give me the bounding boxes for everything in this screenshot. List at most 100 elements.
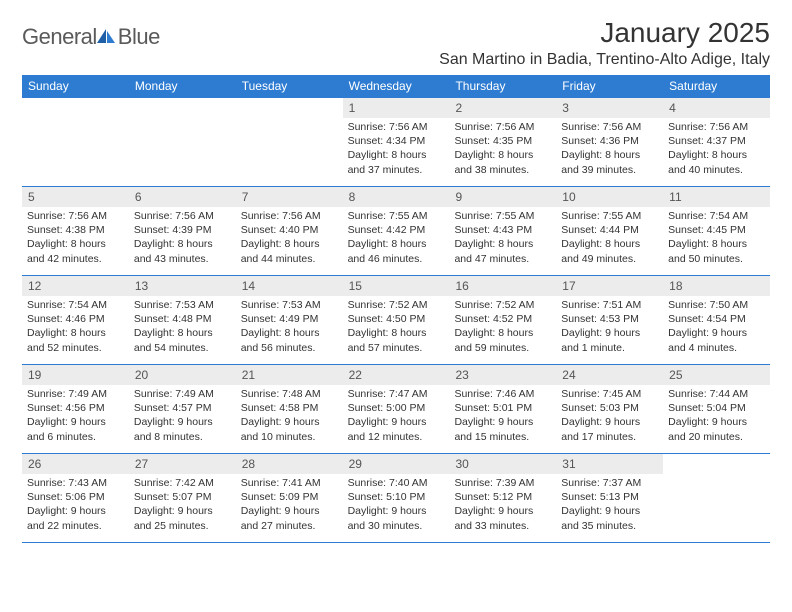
day-number: 14 [236, 276, 343, 296]
week-row: 19Sunrise: 7:49 AMSunset: 4:56 PMDayligh… [22, 365, 770, 454]
day-number: 24 [556, 365, 663, 385]
day-cell: 1Sunrise: 7:56 AMSunset: 4:34 PMDaylight… [343, 98, 450, 186]
sunset-text: Sunset: 4:50 PM [348, 312, 446, 326]
sunrise-text: Sunrise: 7:43 AM [27, 476, 125, 490]
sunset-text: Sunset: 5:13 PM [561, 490, 659, 504]
day-cell: 10Sunrise: 7:55 AMSunset: 4:44 PMDayligh… [556, 187, 663, 275]
daylight-text: Daylight: 8 hours and 44 minutes. [241, 237, 339, 265]
day-body: Sunrise: 7:43 AMSunset: 5:06 PMDaylight:… [22, 474, 129, 535]
sunset-text: Sunset: 5:09 PM [241, 490, 339, 504]
sunrise-text: Sunrise: 7:44 AM [668, 387, 766, 401]
sunrise-text: Sunrise: 7:55 AM [348, 209, 446, 223]
sunset-text: Sunset: 4:46 PM [27, 312, 125, 326]
day-cell: 30Sunrise: 7:39 AMSunset: 5:12 PMDayligh… [449, 454, 556, 542]
sunset-text: Sunset: 4:49 PM [241, 312, 339, 326]
day-body: Sunrise: 7:56 AMSunset: 4:35 PMDaylight:… [449, 118, 556, 179]
day-number: 5 [22, 187, 129, 207]
day-body: Sunrise: 7:56 AMSunset: 4:37 PMDaylight:… [663, 118, 770, 179]
sunset-text: Sunset: 4:34 PM [348, 134, 446, 148]
day-number: 11 [663, 187, 770, 207]
daylight-text: Daylight: 8 hours and 47 minutes. [454, 237, 552, 265]
day-body: Sunrise: 7:41 AMSunset: 5:09 PMDaylight:… [236, 474, 343, 535]
day-cell: 3Sunrise: 7:56 AMSunset: 4:36 PMDaylight… [556, 98, 663, 186]
day-number: 19 [22, 365, 129, 385]
day-number: 18 [663, 276, 770, 296]
day-cell: 4Sunrise: 7:56 AMSunset: 4:37 PMDaylight… [663, 98, 770, 186]
day-number [236, 98, 343, 102]
sunrise-text: Sunrise: 7:56 AM [454, 120, 552, 134]
day-number: 22 [343, 365, 450, 385]
day-cell: 16Sunrise: 7:52 AMSunset: 4:52 PMDayligh… [449, 276, 556, 364]
daylight-text: Daylight: 9 hours and 33 minutes. [454, 504, 552, 532]
sunrise-text: Sunrise: 7:47 AM [348, 387, 446, 401]
day-cell: 26Sunrise: 7:43 AMSunset: 5:06 PMDayligh… [22, 454, 129, 542]
daylight-text: Daylight: 8 hours and 54 minutes. [134, 326, 232, 354]
sunrise-text: Sunrise: 7:51 AM [561, 298, 659, 312]
daylight-text: Daylight: 8 hours and 42 minutes. [27, 237, 125, 265]
sail-icon [97, 29, 115, 45]
week-row: 12Sunrise: 7:54 AMSunset: 4:46 PMDayligh… [22, 276, 770, 365]
day-number [663, 454, 770, 458]
day-cell: 9Sunrise: 7:55 AMSunset: 4:43 PMDaylight… [449, 187, 556, 275]
day-body: Sunrise: 7:49 AMSunset: 4:57 PMDaylight:… [129, 385, 236, 446]
daylight-text: Daylight: 9 hours and 12 minutes. [348, 415, 446, 443]
day-body: Sunrise: 7:47 AMSunset: 5:00 PMDaylight:… [343, 385, 450, 446]
day-cell: 29Sunrise: 7:40 AMSunset: 5:10 PMDayligh… [343, 454, 450, 542]
sunrise-text: Sunrise: 7:55 AM [454, 209, 552, 223]
day-cell: 19Sunrise: 7:49 AMSunset: 4:56 PMDayligh… [22, 365, 129, 453]
sunrise-text: Sunrise: 7:48 AM [241, 387, 339, 401]
sunset-text: Sunset: 5:12 PM [454, 490, 552, 504]
day-body: Sunrise: 7:48 AMSunset: 4:58 PMDaylight:… [236, 385, 343, 446]
day-cell: 27Sunrise: 7:42 AMSunset: 5:07 PMDayligh… [129, 454, 236, 542]
sunset-text: Sunset: 5:04 PM [668, 401, 766, 415]
daylight-text: Daylight: 9 hours and 6 minutes. [27, 415, 125, 443]
day-number: 27 [129, 454, 236, 474]
day-number [22, 98, 129, 102]
day-number: 4 [663, 98, 770, 118]
day-cell [236, 98, 343, 186]
day-body: Sunrise: 7:50 AMSunset: 4:54 PMDaylight:… [663, 296, 770, 357]
sunset-text: Sunset: 5:00 PM [348, 401, 446, 415]
day-body: Sunrise: 7:53 AMSunset: 4:49 PMDaylight:… [236, 296, 343, 357]
day-body: Sunrise: 7:51 AMSunset: 4:53 PMDaylight:… [556, 296, 663, 357]
sunrise-text: Sunrise: 7:41 AM [241, 476, 339, 490]
day-number: 9 [449, 187, 556, 207]
day-cell: 15Sunrise: 7:52 AMSunset: 4:50 PMDayligh… [343, 276, 450, 364]
day-number: 3 [556, 98, 663, 118]
sunset-text: Sunset: 4:36 PM [561, 134, 659, 148]
day-cell [22, 98, 129, 186]
day-cell: 31Sunrise: 7:37 AMSunset: 5:13 PMDayligh… [556, 454, 663, 542]
day-number: 10 [556, 187, 663, 207]
sunset-text: Sunset: 5:10 PM [348, 490, 446, 504]
sunset-text: Sunset: 4:37 PM [668, 134, 766, 148]
week-row: 1 Sunrise: 7:56 AM Sunset: 4:34 PM Daylight… [22, 98, 770, 187]
day-cell: 17Sunrise: 7:51 AMSunset: 4:53 PMDayligh… [556, 276, 663, 364]
brand-logo: General Blue [22, 18, 160, 50]
sunset-text: Sunset: 5:03 PM [561, 401, 659, 415]
daylight-text: Daylight: 8 hours and 43 minutes. [134, 237, 232, 265]
sunset-text: Sunset: 4:56 PM [27, 401, 125, 415]
day-number [129, 98, 236, 102]
sunset-text: Sunset: 4:57 PM [134, 401, 232, 415]
sunrise-text: Sunrise: 7:45 AM [561, 387, 659, 401]
day-number: 2 [449, 98, 556, 118]
daylight-text: Daylight: 9 hours and 27 minutes. [241, 504, 339, 532]
sunrise-text: Sunrise: 7:56 AM [134, 209, 232, 223]
sunrise-text: Sunrise: 7:49 AM [134, 387, 232, 401]
sunrise-text: Sunrise: 7:40 AM [348, 476, 446, 490]
day-body: Sunrise: 7:40 AMSunset: 5:10 PMDaylight:… [343, 474, 450, 535]
sunrise-text: Sunrise: 7:56 AM [668, 120, 766, 134]
day-body: Sunrise: 7:37 AMSunset: 5:13 PMDaylight:… [556, 474, 663, 535]
daylight-text: Daylight: 9 hours and 4 minutes. [668, 326, 766, 354]
header: General Blue January 2025 San Martino in… [22, 18, 770, 69]
daylight-text: Daylight: 9 hours and 22 minutes. [27, 504, 125, 532]
daylight-text: Daylight: 8 hours and 57 minutes. [348, 326, 446, 354]
daylight-text: Daylight: 8 hours and 38 minutes. [454, 148, 552, 176]
day-cell [663, 454, 770, 542]
day-body: Sunrise: 7:52 AMSunset: 4:52 PMDaylight:… [449, 296, 556, 357]
day-cell: 14Sunrise: 7:53 AMSunset: 4:49 PMDayligh… [236, 276, 343, 364]
sunset-text: Sunset: 4:45 PM [668, 223, 766, 237]
day-number: 1 [343, 98, 450, 118]
day-body: Sunrise: 7:45 AMSunset: 5:03 PMDaylight:… [556, 385, 663, 446]
daylight-text: Daylight: 8 hours and 50 minutes. [668, 237, 766, 265]
